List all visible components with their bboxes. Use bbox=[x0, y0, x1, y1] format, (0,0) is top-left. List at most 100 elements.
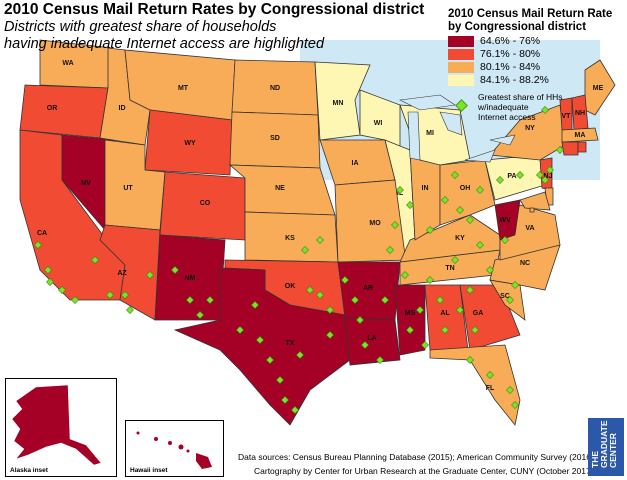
state-label: NY bbox=[525, 125, 535, 132]
legend-marker-line-2: w/inadequate bbox=[478, 102, 529, 112]
state-label: FL bbox=[486, 385, 495, 392]
state-label: NH bbox=[575, 110, 585, 117]
state-oh[interactable] bbox=[439, 159, 496, 226]
green-diamond-marker bbox=[236, 326, 244, 334]
state-label: AL bbox=[440, 310, 450, 317]
legend-class: 76.1% - 80% bbox=[448, 48, 612, 60]
state-tx[interactable] bbox=[173, 267, 351, 426]
state-label: PA bbox=[507, 173, 516, 180]
state-ct[interactable] bbox=[561, 141, 579, 156]
state-or[interactable] bbox=[19, 84, 109, 139]
great-lake bbox=[439, 111, 463, 136]
green-diamond-marker bbox=[501, 236, 509, 244]
legend-marker-entry: Greatest share of HHs w/inadequate Inter… bbox=[448, 92, 612, 122]
green-diamond-marker bbox=[536, 171, 544, 179]
green-diamond-marker bbox=[541, 176, 549, 184]
green-diamond-marker bbox=[146, 271, 154, 279]
state-label: KS bbox=[285, 235, 295, 242]
green-diamond-marker bbox=[511, 401, 519, 409]
state-label: KY bbox=[455, 235, 465, 242]
state-wv[interactable] bbox=[494, 199, 521, 241]
map-title: 2010 Census Mail Return Rates by Congres… bbox=[4, 1, 425, 18]
green-diamond-marker bbox=[276, 376, 284, 384]
state-label: MS bbox=[405, 310, 416, 317]
green-diamond-marker bbox=[466, 216, 474, 224]
green-diamond-marker bbox=[486, 371, 494, 379]
green-diamond-marker bbox=[376, 356, 384, 364]
subtitle-line-1: Districts with greatest share of househo… bbox=[4, 19, 277, 35]
green-diamond-marker bbox=[466, 356, 474, 364]
green-diamond-marker bbox=[426, 276, 434, 284]
logo-line-3: CENTER bbox=[608, 433, 618, 468]
green-diamond-marker bbox=[401, 271, 409, 279]
legend-class-label: 84.1% - 88.2% bbox=[480, 74, 549, 86]
subtitle-line-2: having inadequate Internet access are hi… bbox=[4, 36, 325, 52]
green-diamond-marker bbox=[266, 356, 274, 364]
state-label: LA bbox=[367, 335, 376, 342]
state-label: IA bbox=[352, 160, 359, 167]
map-subtitle: Districts with greatest share of househo… bbox=[4, 19, 324, 53]
green-diamond-marker bbox=[58, 286, 66, 294]
green-diamond-marker bbox=[46, 278, 54, 286]
great-lake bbox=[398, 94, 456, 111]
green-diamond-marker bbox=[316, 291, 324, 299]
state-labels: WA OR CA NV ID MT WY UT AZ CO NM ND SD NE KS OK TX MN IA MO… bbox=[37, 60, 604, 392]
green-diamond-marker bbox=[91, 256, 99, 264]
state-ri[interactable] bbox=[577, 141, 587, 153]
state-label: IN bbox=[422, 185, 429, 192]
state-label: NM bbox=[185, 275, 196, 282]
state-ma[interactable] bbox=[561, 127, 599, 143]
legend-swatch bbox=[448, 35, 474, 47]
green-diamond-marker bbox=[361, 341, 369, 349]
state-md[interactable] bbox=[519, 191, 551, 211]
state-ms[interactable] bbox=[394, 284, 426, 356]
state-label: OR bbox=[47, 105, 58, 112]
great-lake bbox=[489, 134, 516, 146]
legend-class-label: 64.6% - 76% bbox=[480, 35, 541, 47]
state-label: VT bbox=[562, 113, 572, 120]
green-diamond-marker bbox=[546, 166, 554, 174]
state-label: CA bbox=[37, 230, 47, 237]
green-diamond-marker bbox=[421, 341, 429, 349]
hawaii-inset: Hawaii inset bbox=[125, 420, 224, 477]
state-label: MN bbox=[333, 100, 344, 107]
legend-title: 2010 Census Mail Return Rate by Congress… bbox=[448, 8, 612, 34]
cartography-credit: Cartography by Center for Urban Research… bbox=[254, 466, 596, 476]
green-diamond-marker bbox=[121, 291, 129, 299]
green-diamond-marker bbox=[196, 311, 204, 319]
state-label: TX bbox=[286, 340, 295, 347]
legend-classes: 64.6% - 76% 76.1% - 80% 80.1% - 84% 84.1% -… bbox=[448, 35, 612, 86]
legend-marker-line-1: Greatest share of HHs bbox=[478, 92, 563, 102]
state-nh[interactable] bbox=[571, 94, 589, 131]
state-label: NC bbox=[520, 260, 530, 267]
state-dc[interactable] bbox=[529, 207, 535, 213]
great-lake bbox=[464, 149, 496, 163]
green-diamond-marker bbox=[44, 266, 52, 274]
state-label: SC bbox=[500, 293, 510, 300]
green-diamond-marker bbox=[451, 256, 459, 264]
state-label: NV bbox=[81, 180, 91, 187]
green-diamond-marker bbox=[126, 306, 134, 314]
state-label: CO bbox=[200, 200, 211, 207]
state-label: MA bbox=[575, 132, 586, 139]
green-diamond-marker bbox=[351, 296, 359, 304]
state-label: OH bbox=[460, 185, 471, 192]
green-diamond-marker bbox=[441, 326, 449, 334]
state-fl[interactable] bbox=[429, 344, 521, 426]
state-label: TN bbox=[445, 265, 454, 272]
green-diamond-marker bbox=[326, 306, 334, 314]
legend-swatch bbox=[448, 48, 474, 60]
state-label: ME bbox=[593, 85, 604, 92]
green-diamond-marker bbox=[436, 296, 444, 304]
legend-marker-line-3: Internet access bbox=[478, 112, 536, 122]
state-wy[interactable] bbox=[144, 109, 233, 176]
hawaii-shape bbox=[136, 431, 212, 469]
state-label: AR bbox=[363, 285, 373, 292]
green-diamond-marker bbox=[396, 186, 404, 194]
green-diamond-marker bbox=[441, 196, 449, 204]
green-diamond-marker bbox=[476, 186, 484, 194]
state-la[interactable] bbox=[344, 317, 401, 366]
state-mn[interactable] bbox=[314, 61, 371, 141]
state-label: MI bbox=[426, 130, 434, 137]
